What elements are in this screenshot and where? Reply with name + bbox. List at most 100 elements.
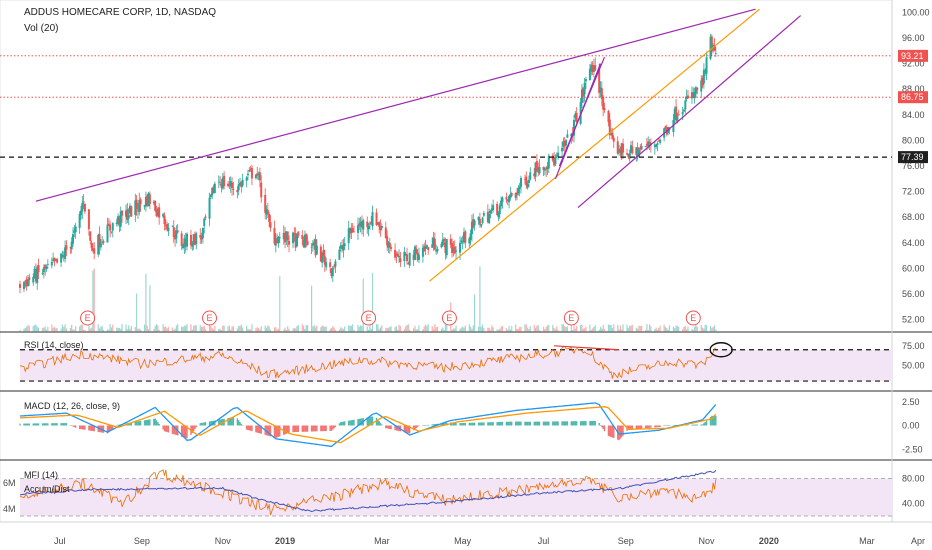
rsi-divergence-line[interactable] xyxy=(554,345,620,351)
volume-bar xyxy=(112,324,114,332)
candle xyxy=(219,176,222,186)
candle xyxy=(566,129,569,139)
volume-bar xyxy=(71,324,73,332)
candle xyxy=(239,177,242,187)
mfi-pane[interactable]: 80.00 40.00 6M 4M xyxy=(3,469,925,517)
earnings-marker[interactable] xyxy=(202,310,218,326)
rsi-pane[interactable]: 75.00 50.00 xyxy=(19,341,925,382)
candle xyxy=(144,191,147,212)
orange-trend-line[interactable] xyxy=(429,8,760,282)
earnings-marker[interactable] xyxy=(361,310,377,326)
volume-bar xyxy=(174,328,176,332)
volume-bar xyxy=(352,324,354,332)
candle xyxy=(403,247,406,267)
volume-bar xyxy=(218,328,220,332)
volume-bar xyxy=(509,329,511,332)
volume-bar xyxy=(296,325,298,332)
candle xyxy=(183,234,186,255)
volume-bar xyxy=(674,328,676,332)
candle xyxy=(433,232,436,251)
candle xyxy=(395,251,398,264)
volume-bar xyxy=(33,325,36,332)
volume-bar xyxy=(496,329,498,332)
volume-bar xyxy=(446,324,448,332)
time-tick-label: Sep xyxy=(618,536,634,546)
rsi-indicator-label: RSI (14, close) xyxy=(24,340,84,350)
candle xyxy=(115,218,118,227)
candle xyxy=(192,234,195,250)
purple-trend-line[interactable] xyxy=(558,56,606,167)
volume-bar xyxy=(177,324,179,332)
earnings-marker[interactable] xyxy=(685,310,701,326)
candle xyxy=(427,246,430,255)
volume-bar xyxy=(79,326,81,332)
candle xyxy=(208,192,211,227)
candle xyxy=(69,246,72,254)
volume-bar xyxy=(403,329,405,332)
candle xyxy=(70,237,73,254)
earnings-marker[interactable] xyxy=(563,310,579,326)
candle xyxy=(45,264,48,272)
candle xyxy=(81,196,84,219)
earnings-marker[interactable] xyxy=(80,310,96,326)
volume-bar xyxy=(635,327,637,332)
volume-bar xyxy=(576,325,578,332)
candle xyxy=(119,206,122,232)
candle xyxy=(22,281,25,293)
time-tick-label: 2020 xyxy=(759,536,779,546)
candle xyxy=(322,244,325,262)
candle xyxy=(534,162,537,182)
candle xyxy=(167,223,170,237)
volume-bar xyxy=(582,328,584,332)
price-pane[interactable]: 52.00 56.00 60.00 64.00 68.00 72.00 76.00 80.00… xyxy=(0,7,930,332)
candle xyxy=(542,166,545,176)
candle xyxy=(492,199,495,213)
volume-bar xyxy=(138,328,140,332)
earnings-marker[interactable] xyxy=(441,310,457,326)
candle xyxy=(508,194,511,209)
candle xyxy=(246,169,249,181)
volume-bar xyxy=(267,325,269,332)
volume-bar xyxy=(667,329,669,332)
volume-bar xyxy=(310,285,313,332)
candle xyxy=(523,174,526,185)
candle xyxy=(273,220,276,246)
volume-bar xyxy=(572,329,574,332)
candle xyxy=(254,174,257,180)
volume-bar xyxy=(602,324,604,332)
candle xyxy=(516,188,519,201)
candle xyxy=(72,227,75,247)
candle xyxy=(482,210,485,218)
macd-pane[interactable]: 2.50 0.00 -2.50 xyxy=(19,397,923,455)
volume-bar xyxy=(56,328,58,332)
candle xyxy=(486,204,489,224)
volume-bar xyxy=(573,324,575,332)
rsi-highlight-ellipse[interactable] xyxy=(709,342,733,358)
volume-bar xyxy=(488,327,490,332)
candle xyxy=(464,230,467,248)
candle xyxy=(394,243,397,261)
candle xyxy=(211,187,214,200)
volume-bar xyxy=(442,327,444,332)
volume-bar xyxy=(45,329,48,332)
purple-trend-line[interactable] xyxy=(577,15,802,209)
candle xyxy=(659,138,662,145)
volume-bar xyxy=(638,325,640,332)
macd-histogram xyxy=(19,415,717,441)
volume-bar xyxy=(682,329,684,332)
candle xyxy=(619,146,622,158)
candle xyxy=(535,154,538,172)
volume-bar xyxy=(379,327,382,332)
candle xyxy=(423,242,426,252)
volume-bar xyxy=(589,324,591,332)
price-level-tag-label: 86.75 xyxy=(901,92,924,102)
volume-bar xyxy=(631,324,633,332)
purple-trend-line[interactable] xyxy=(35,8,756,202)
candle xyxy=(237,179,240,196)
price-level-tag xyxy=(898,151,928,164)
candle xyxy=(537,162,540,177)
volume-bar xyxy=(387,327,390,332)
candle xyxy=(189,229,192,250)
volume-bar xyxy=(537,325,539,332)
